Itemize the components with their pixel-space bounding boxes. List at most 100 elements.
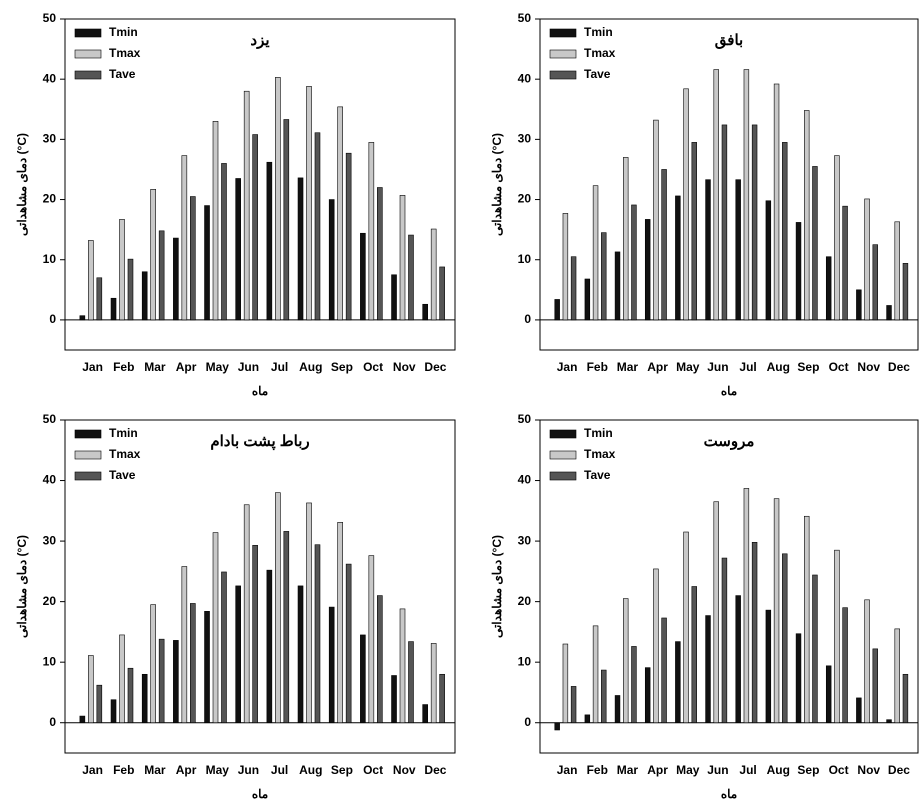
chart-title: بافق bbox=[715, 32, 743, 49]
bar bbox=[127, 667, 134, 724]
legend-swatch bbox=[549, 28, 577, 38]
x-tick-label: Apr bbox=[176, 360, 197, 374]
bar bbox=[399, 195, 406, 321]
y-tick-label: 40 bbox=[43, 473, 57, 487]
bar bbox=[306, 502, 312, 724]
legend-label: Tmax bbox=[109, 46, 141, 60]
bar bbox=[601, 232, 607, 321]
bar bbox=[592, 185, 599, 321]
legend-label: Tave bbox=[584, 67, 611, 81]
bar bbox=[181, 155, 188, 321]
bar bbox=[765, 200, 772, 321]
x-tick-label: Oct bbox=[829, 360, 849, 374]
y-tick-label: 40 bbox=[43, 71, 57, 85]
bar bbox=[691, 142, 697, 321]
legend-swatch bbox=[549, 471, 577, 481]
x-tick-label: Jul bbox=[271, 360, 288, 374]
bar bbox=[842, 607, 848, 724]
bar bbox=[266, 569, 273, 724]
bar bbox=[902, 263, 909, 321]
bar bbox=[614, 695, 621, 724]
y-tick-label: 50 bbox=[518, 412, 532, 426]
x-tick-label: Nov bbox=[393, 360, 416, 374]
bar bbox=[773, 498, 780, 724]
x-tick-label: Jun bbox=[238, 360, 259, 374]
x-tick-label: Nov bbox=[857, 763, 880, 777]
legend-label: Tmax bbox=[584, 447, 616, 461]
bar bbox=[337, 106, 343, 321]
bar bbox=[306, 86, 312, 321]
bar bbox=[283, 119, 290, 321]
x-tick-label: Jul bbox=[739, 763, 756, 777]
bar bbox=[204, 611, 210, 724]
bar bbox=[368, 142, 375, 321]
bar bbox=[110, 297, 117, 321]
bar bbox=[314, 132, 321, 321]
x-tick-label: Sep bbox=[331, 360, 353, 374]
bar bbox=[252, 545, 258, 724]
bar bbox=[721, 124, 728, 321]
legend-swatch bbox=[74, 70, 102, 80]
x-tick-label: Feb bbox=[587, 763, 608, 777]
legend-swatch bbox=[549, 429, 577, 439]
bar bbox=[377, 187, 383, 321]
bar bbox=[88, 240, 94, 321]
x-tick-label: Apr bbox=[647, 360, 668, 374]
x-tick-label: Jan bbox=[557, 763, 578, 777]
bar bbox=[328, 606, 335, 724]
plot-frame bbox=[539, 18, 919, 351]
bar bbox=[235, 585, 241, 724]
y-tick-label: 0 bbox=[49, 312, 56, 326]
bar bbox=[190, 603, 196, 724]
x-tick-label: Jun bbox=[707, 360, 728, 374]
bar bbox=[825, 256, 832, 321]
bar bbox=[804, 110, 810, 321]
legend-label: Tmin bbox=[109, 426, 138, 440]
bar bbox=[675, 195, 681, 321]
bar bbox=[675, 641, 681, 724]
x-tick-label: Nov bbox=[857, 360, 880, 374]
plot-frame bbox=[64, 18, 456, 351]
bar bbox=[653, 119, 659, 321]
y-tick-label: 30 bbox=[518, 132, 532, 146]
bar bbox=[173, 237, 179, 321]
x-tick-label: Aug bbox=[299, 763, 322, 777]
bar bbox=[422, 704, 428, 724]
bar bbox=[812, 166, 818, 321]
legend-label: Tmax bbox=[584, 46, 616, 60]
bar bbox=[584, 278, 591, 321]
bar bbox=[88, 655, 94, 724]
bar bbox=[422, 303, 428, 321]
bar bbox=[252, 134, 258, 321]
bar bbox=[110, 699, 117, 724]
bar bbox=[562, 213, 569, 321]
bar bbox=[243, 90, 250, 321]
y-tick-label: 20 bbox=[518, 192, 532, 206]
legend-label: Tmax bbox=[109, 447, 141, 461]
bar bbox=[705, 615, 711, 724]
bar bbox=[173, 640, 179, 724]
bar bbox=[337, 522, 343, 724]
bar bbox=[190, 196, 196, 321]
bar bbox=[795, 222, 802, 321]
bar bbox=[119, 219, 125, 321]
bar bbox=[150, 604, 156, 724]
legend-swatch bbox=[74, 429, 102, 439]
bar bbox=[212, 532, 219, 724]
bar bbox=[554, 299, 560, 321]
bar bbox=[297, 177, 304, 321]
x-tick-label: Aug bbox=[299, 360, 322, 374]
bar bbox=[894, 628, 900, 724]
bar bbox=[345, 563, 352, 724]
x-tick-label: Oct bbox=[363, 763, 383, 777]
bar bbox=[368, 555, 375, 724]
bar bbox=[314, 544, 321, 724]
bar bbox=[735, 179, 741, 321]
bar bbox=[377, 595, 383, 724]
bar bbox=[562, 643, 569, 724]
bar bbox=[275, 492, 281, 724]
bar bbox=[661, 617, 667, 724]
y-tick-label: 30 bbox=[43, 132, 57, 146]
bar bbox=[623, 598, 629, 724]
